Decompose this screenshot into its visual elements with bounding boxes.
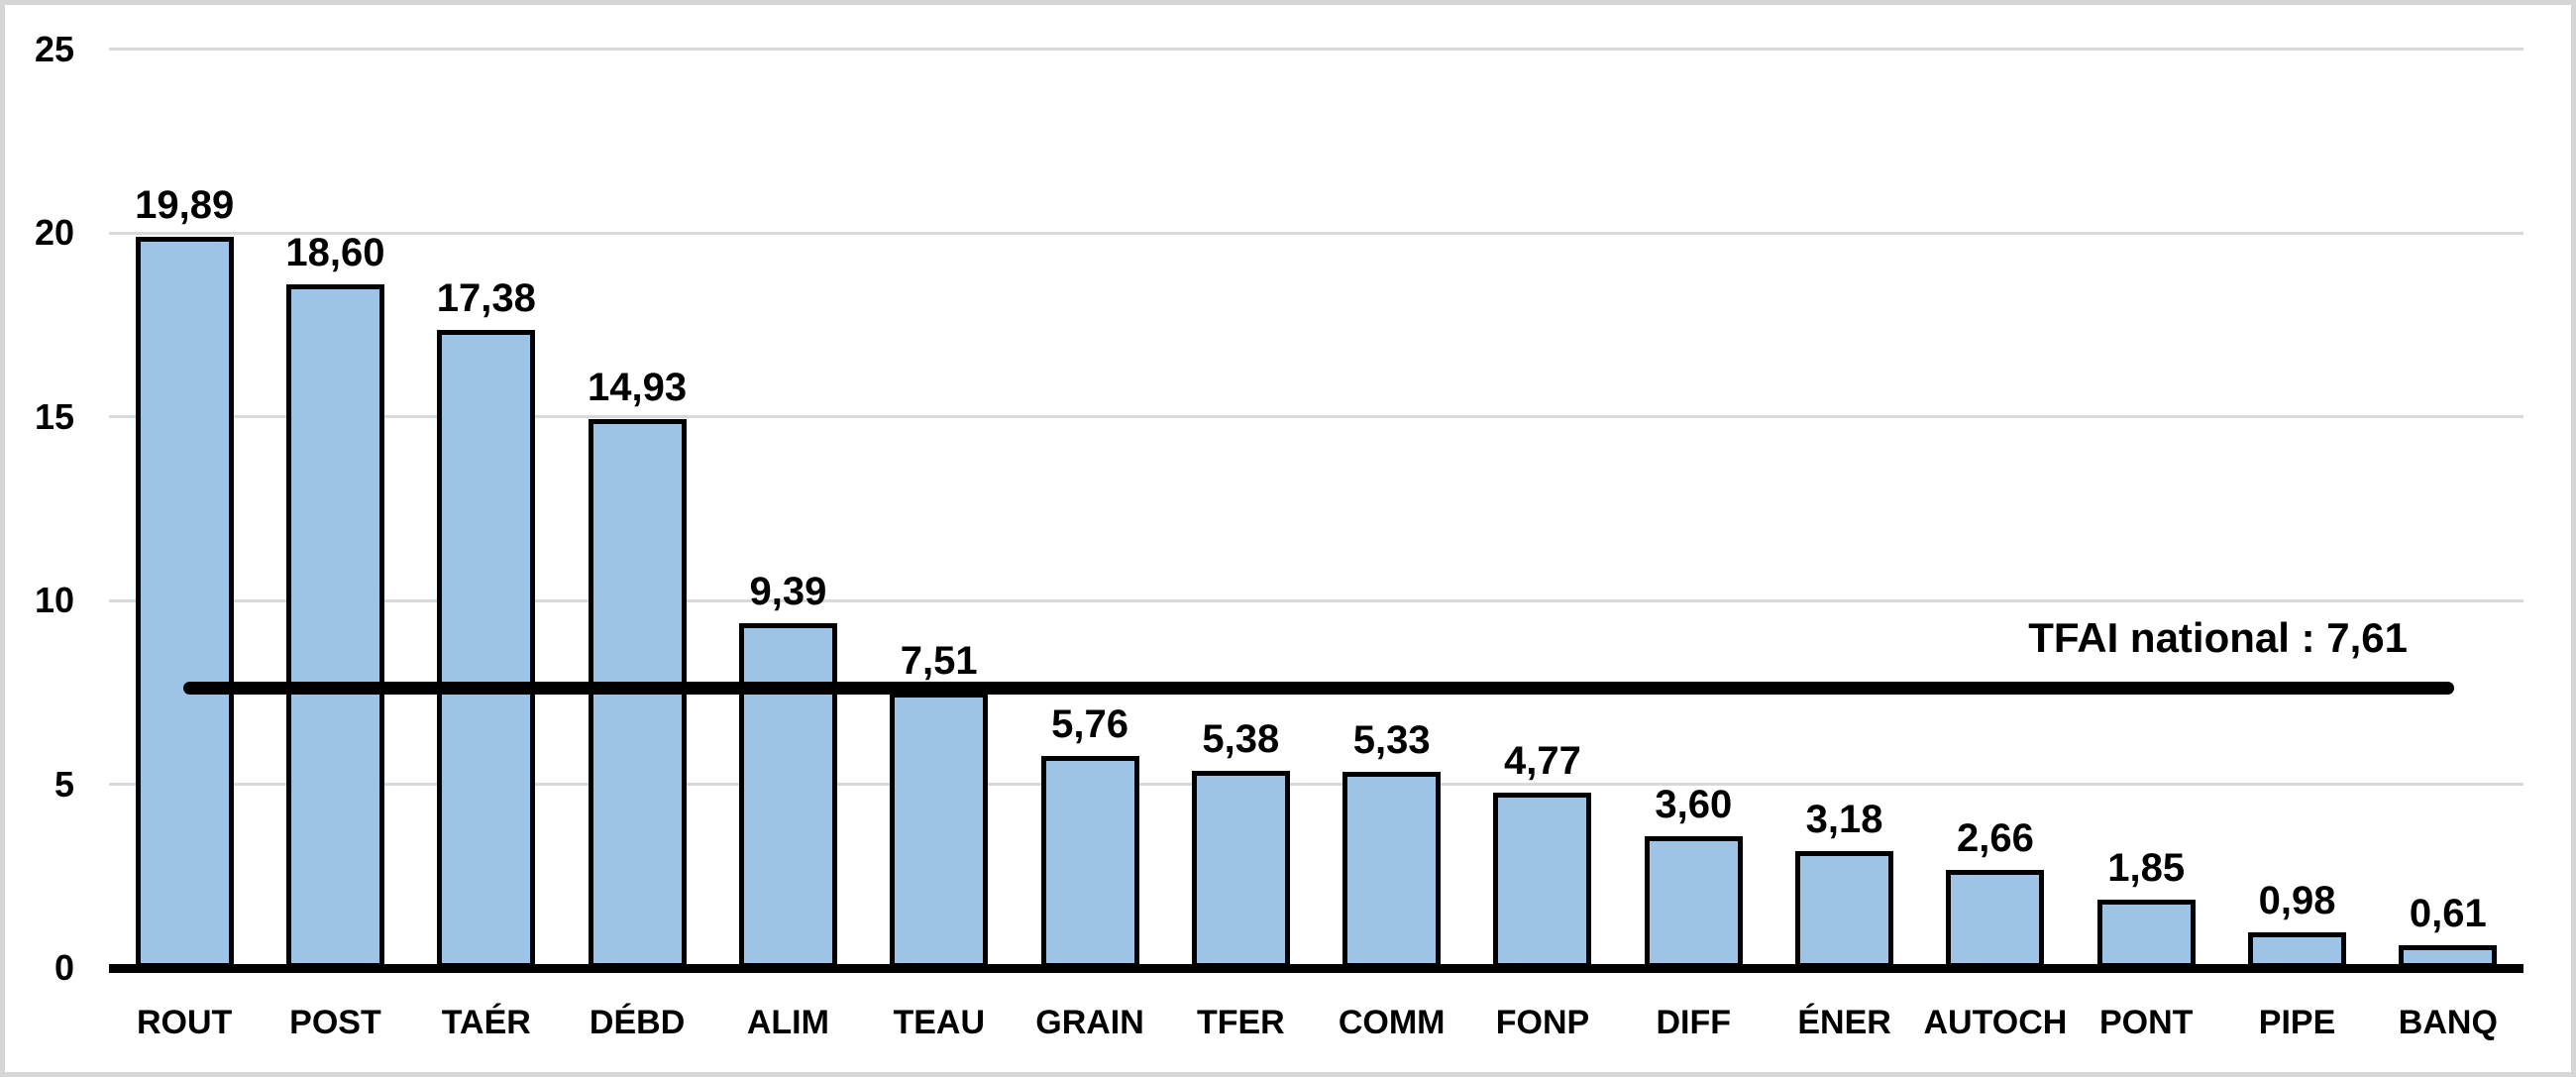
bar-slot: 17,38 TAÉR <box>411 50 562 1041</box>
bar <box>890 693 989 968</box>
x-axis-label: BANQ <box>2398 1004 2498 1041</box>
bar-slot: 3,60 DIFF <box>1618 50 1769 1041</box>
gridline <box>109 232 2523 235</box>
bar <box>738 623 837 968</box>
x-axis-label: DÉBD <box>589 1004 686 1041</box>
y-tick-label: 0 <box>54 947 74 988</box>
gridline <box>109 599 2523 602</box>
plot-area: 19,89 ROUT 18,60 POST 17,38 TAÉR 14,93 D… <box>109 48 2523 1041</box>
x-axis-label: COMM <box>1338 1004 1446 1041</box>
bar-value-label: 0,98 <box>2258 879 2336 922</box>
reference-line <box>183 682 2454 695</box>
x-axis-label: PIPE <box>2258 1004 2336 1041</box>
x-axis-label: ALIM <box>746 1004 829 1041</box>
bar-slot: 5,76 GRAIN <box>1015 50 1165 1041</box>
x-axis-label: FONP <box>1495 1004 1590 1041</box>
bar-value-label: 2,66 <box>1956 816 2034 860</box>
x-axis-line <box>109 964 2523 973</box>
bar-slot: 2,66 AUTOCH <box>1920 50 2071 1041</box>
gridline <box>109 48 2523 51</box>
bar-slot: 19,89 ROUT <box>109 50 260 1041</box>
gridline <box>109 783 2523 786</box>
y-tick-label: 15 <box>34 396 74 437</box>
bar <box>2248 932 2347 968</box>
bar-value-label: 7,51 <box>900 639 978 683</box>
bar <box>2096 900 2196 968</box>
y-tick-label: 5 <box>54 764 74 805</box>
bar-value-label: 17,38 <box>436 276 536 320</box>
bar <box>1795 851 1894 968</box>
bar-value-label: 19,89 <box>135 183 235 227</box>
bar-value-label: 3,60 <box>1655 783 1733 826</box>
x-axis-label: AUTOCH <box>1923 1004 2068 1041</box>
bar-value-label: 3,18 <box>1805 798 1883 841</box>
bar <box>1191 771 1290 968</box>
x-axis-label: GRAIN <box>1035 1004 1144 1041</box>
y-tick-label: 10 <box>34 580 74 620</box>
x-axis-label: PONT <box>2098 1004 2194 1041</box>
bar <box>1493 793 1592 968</box>
bar <box>1946 870 2045 968</box>
bar <box>1342 772 1442 968</box>
bar-slot: 0,61 BANQ <box>2373 50 2523 1041</box>
bar-value-label: 18,60 <box>285 231 385 274</box>
x-axis-label: ÉNER <box>1797 1004 1891 1041</box>
bar-slot: 14,93 DÉBD <box>562 50 712 1041</box>
bar <box>1644 836 1743 968</box>
bar-value-label: 0,61 <box>2409 892 2487 935</box>
bar <box>437 330 536 968</box>
x-axis-label: ROUT <box>136 1004 233 1041</box>
bar-value-label: 5,38 <box>1202 717 1280 761</box>
bar-slot: 3,18 ÉNER <box>1769 50 1919 1041</box>
gridline <box>109 415 2523 418</box>
y-tick-label: 20 <box>34 212 74 253</box>
x-axis-label: DIFF <box>1656 1004 1732 1041</box>
bar-slot: 18,60 POST <box>260 50 410 1041</box>
bar-value-label: 4,77 <box>1504 739 1581 783</box>
bar-slot: 4,77 FONP <box>1467 50 1618 1041</box>
y-tick-label: 25 <box>34 29 74 69</box>
x-axis-label: POST <box>289 1004 381 1041</box>
x-axis-label: TAÉR <box>441 1004 531 1041</box>
bar <box>285 284 384 968</box>
bar-value-label: 5,76 <box>1051 702 1128 746</box>
bar-value-label: 5,33 <box>1352 718 1431 762</box>
bar-value-label: 9,39 <box>749 570 827 613</box>
bar <box>135 237 234 968</box>
bar-value-label: 1,85 <box>2107 846 2186 890</box>
bar-slot: 5,38 TFER <box>1165 50 1316 1041</box>
bar <box>1040 756 1139 968</box>
reference-line-label: TFAI national : 7,61 <box>2028 614 2408 661</box>
x-axis-label: TFER <box>1196 1004 1285 1041</box>
bar-slot: 1,85 PONT <box>2071 50 2221 1041</box>
x-axis-label: TEAU <box>893 1004 985 1041</box>
bar-slot: 0,98 PIPE <box>2221 50 2372 1041</box>
bar-slot: 7,51 TEAU <box>864 50 1015 1041</box>
bar-series: 19,89 ROUT 18,60 POST 17,38 TAÉR 14,93 D… <box>109 50 2523 1041</box>
bar-value-label: 14,93 <box>588 366 688 409</box>
bar-slot: 5,33 COMM <box>1317 50 1467 1041</box>
bar-slot: 9,39 ALIM <box>712 50 863 1041</box>
